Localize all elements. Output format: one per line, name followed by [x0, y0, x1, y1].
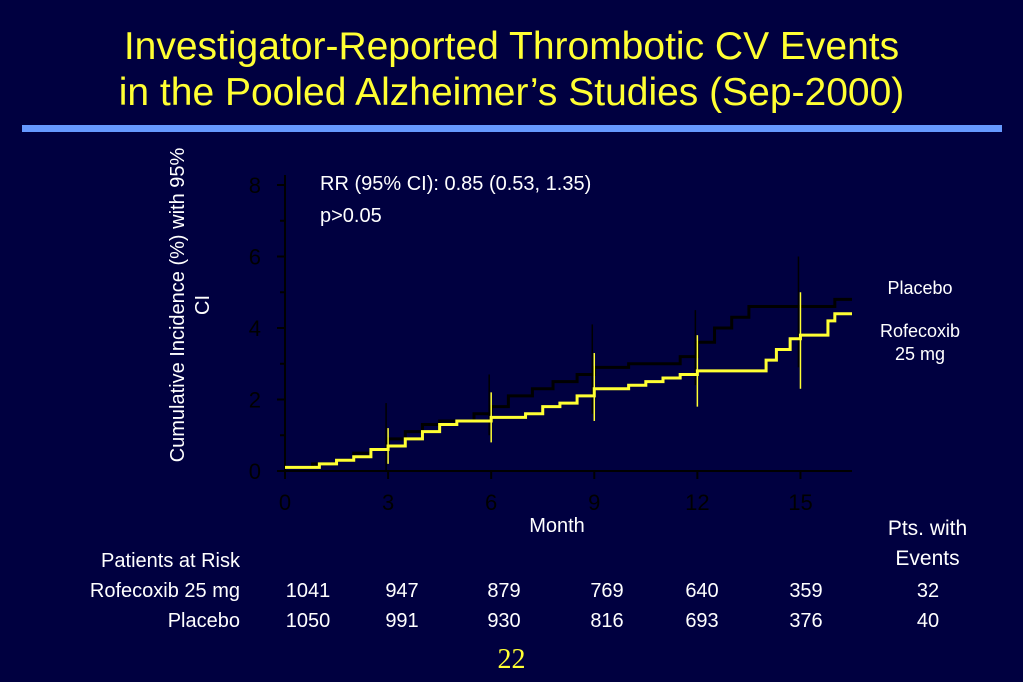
x-tick-label: 6 — [485, 490, 497, 515]
events-header-line1: Pts. with — [887, 517, 968, 540]
y-tick-label: 6 — [249, 245, 261, 270]
risk-cell: 991 — [385, 610, 419, 632]
y-tick-label: 8 — [249, 173, 261, 198]
risk-cell: 1050 — [285, 610, 331, 632]
x-tick-label: 12 — [685, 490, 709, 515]
risk-cell: 376 — [789, 610, 823, 632]
p-value-annotation: p>0.05 — [320, 205, 382, 227]
x-tick-label: 15 — [788, 490, 812, 515]
risk-table-header: Patients at Risk — [101, 550, 240, 572]
events-header-line2: Events — [895, 547, 960, 570]
y-tick-label: 4 — [249, 316, 261, 341]
risk-cell: 947 — [385, 580, 419, 602]
slide-title: Investigator-Reported Thrombotic CV Even… — [0, 24, 1023, 116]
risk-cell: 693 — [685, 610, 719, 632]
legend-rofecoxib: Rofecoxib 25 mg — [860, 320, 980, 366]
legend-placebo: Placebo — [887, 278, 953, 298]
legend-rofecoxib-line2: 25 mg — [894, 344, 946, 364]
rofecoxib-curve — [285, 312, 852, 469]
risk-row-placebo: Placebo 1050 991 930 816 693 376 40 — [0, 606, 1023, 636]
events-cell: 40 — [916, 610, 940, 632]
risk-row-label: Placebo — [167, 610, 240, 632]
events-header: Pts. with Events — [860, 514, 995, 574]
risk-cell: 769 — [590, 580, 624, 602]
risk-cell: 879 — [487, 580, 521, 602]
events-cell: 32 — [916, 580, 940, 602]
placebo-curve — [285, 297, 852, 469]
title-line-2: in the Pooled Alzheimer’s Studies (Sep-2… — [118, 71, 905, 114]
x-axis-label: Month — [529, 515, 585, 537]
rr-annotation: RR (95% CI): 0.85 (0.53, 1.35) — [320, 173, 592, 195]
risk-cell: 359 — [789, 580, 823, 602]
x-tick-label: 9 — [588, 490, 600, 515]
page-number: 22 — [497, 644, 526, 675]
title-divider — [22, 125, 1002, 132]
risk-cell: 640 — [685, 580, 719, 602]
y-tick-label: 0 — [249, 459, 261, 484]
risk-cell: 816 — [590, 610, 624, 632]
risk-cell: 1041 — [285, 580, 331, 602]
risk-row-label: Rofecoxib 25 mg — [89, 580, 240, 602]
y-tick-label: 2 — [249, 388, 261, 413]
title-line-1: Investigator-Reported Thrombotic CV Even… — [123, 25, 900, 68]
x-tick-label: 3 — [382, 490, 394, 515]
legend-rofecoxib-line1: Rofecoxib — [879, 321, 961, 341]
x-tick-label: 0 — [279, 490, 291, 515]
risk-cell: 930 — [487, 610, 521, 632]
risk-row-rofecoxib: Rofecoxib 25 mg 1041 947 879 769 640 359… — [0, 576, 1023, 606]
